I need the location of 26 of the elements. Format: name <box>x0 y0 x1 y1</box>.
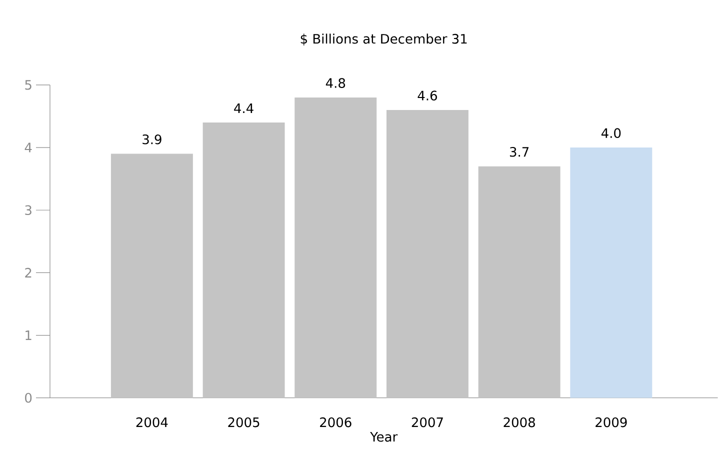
y-tick-label: 3 <box>25 205 32 216</box>
x-tick-label: 2005 <box>228 417 260 428</box>
chart-title: $ Billions at December 31 <box>300 34 467 46</box>
y-tick-label: 1 <box>26 330 32 340</box>
x-tick-label: 2006 <box>320 417 352 428</box>
x-axis-title: Year <box>370 432 398 442</box>
bar <box>110 154 193 398</box>
data-label: 4.8 <box>326 78 346 88</box>
x-tick-label: 2004 <box>136 417 168 428</box>
x-tick-label: 2009 <box>596 417 627 428</box>
data-label: 4.6 <box>418 90 437 101</box>
bar <box>570 148 652 398</box>
bar <box>386 110 468 398</box>
bar <box>478 166 560 398</box>
data-label: 3.9 <box>142 134 162 144</box>
y-tick-label: 5 <box>25 80 32 90</box>
x-tick-label: 2008 <box>504 417 535 428</box>
y-tick-label: 0 <box>25 393 32 403</box>
bar <box>202 122 285 398</box>
y-tick-label: 4 <box>24 142 32 152</box>
y-tick-label: 2 <box>25 268 32 278</box>
data-label: 3.7 <box>510 147 529 157</box>
data-label: 4.4 <box>234 104 254 114</box>
data-label: 4.0 <box>601 128 621 138</box>
bar <box>294 98 377 398</box>
x-tick-label: 2007 <box>412 417 443 428</box>
